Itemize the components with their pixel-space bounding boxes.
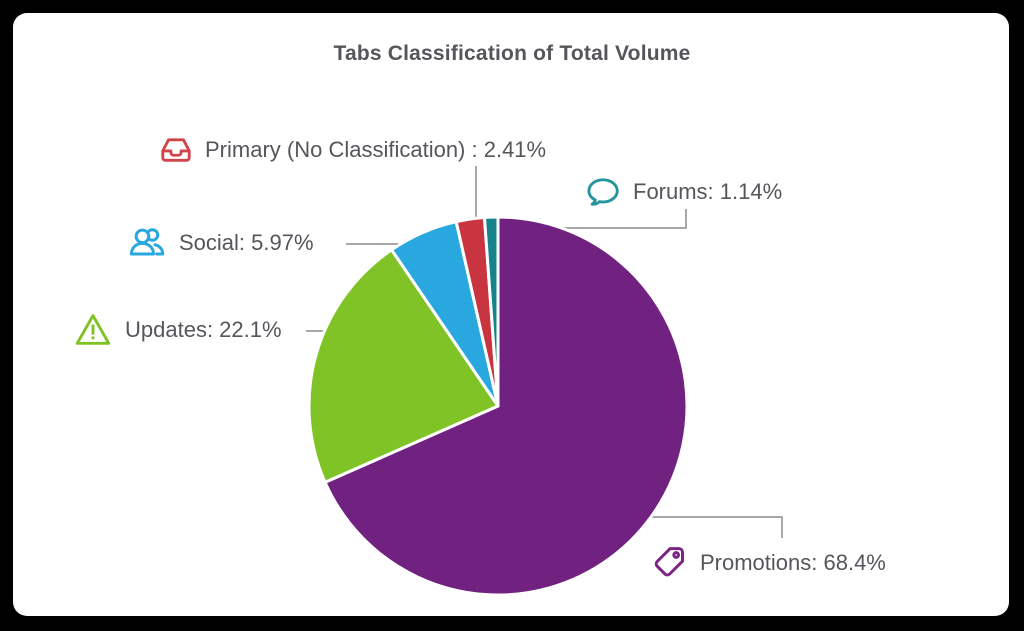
legend-label-forums: Forums: 1.14% (633, 179, 783, 204)
pie-slice-forums[interactable] (482, 215, 500, 408)
legend-label-social: Social: 5.97% (179, 230, 314, 255)
pie-slice-promotions[interactable] (323, 215, 689, 597)
speech-bubble-icon (587, 178, 619, 206)
legend-item-updates: Updates: 22.1% (72, 308, 282, 352)
pie (307, 215, 689, 597)
warning-triangle-icon (75, 314, 111, 345)
legend-item-social: Social: 5.97% (126, 221, 314, 265)
legend-item-primary: Primary (No Classification) : 2.41% (158, 128, 546, 172)
leader-line-promotions (624, 516, 783, 538)
pie-slice-updates[interactable] (307, 248, 500, 484)
legend-label-promotions: Promotions: 68.4% (700, 550, 886, 575)
chart-title: Tabs Classification of Total Volume (333, 42, 691, 65)
legend-item-forums: Forums: 1.14% (584, 170, 782, 214)
inbox-icon (161, 138, 191, 162)
tag-icon (654, 547, 684, 577)
users-icon (129, 228, 165, 256)
legend-label-primary: Primary (No Classification) : 2.41% (205, 137, 547, 162)
legend-label-updates: Updates: 22.1% (125, 317, 282, 342)
legend-item-promotions: Promotions: 68.4% (649, 541, 886, 585)
